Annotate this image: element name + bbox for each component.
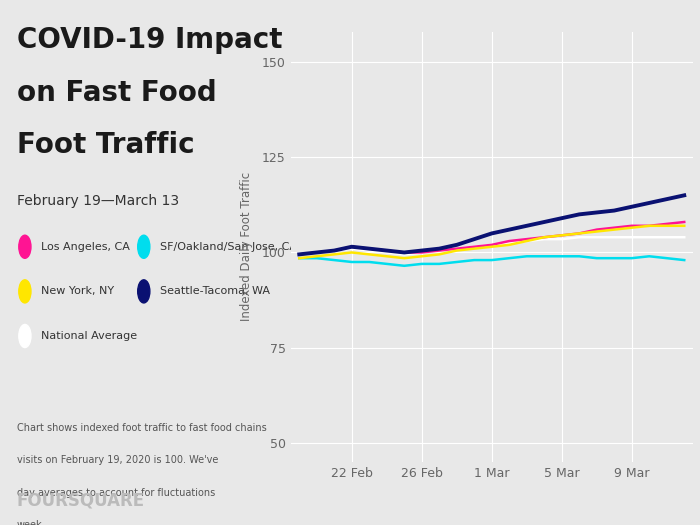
Circle shape (19, 280, 31, 303)
Text: week.: week. (17, 520, 46, 525)
Text: visits on February 19, 2020 is 100. We've: visits on February 19, 2020 is 100. We'v… (17, 455, 218, 465)
Text: Los Angeles, CA: Los Angeles, CA (41, 242, 130, 252)
Text: Foot Traffic: Foot Traffic (17, 131, 194, 159)
Circle shape (19, 235, 31, 258)
Y-axis label: Indexed Daily Foot Traffic: Indexed Daily Foot Traffic (240, 172, 253, 321)
Circle shape (138, 280, 150, 303)
Text: National Average: National Average (41, 331, 138, 341)
Text: day averages to account for fluctuations: day averages to account for fluctuations (17, 488, 215, 498)
Text: SF/Oakland/San Jose, CA: SF/Oakland/San Jose, CA (160, 242, 298, 252)
Text: COVID-19 Impact: COVID-19 Impact (17, 26, 282, 54)
Text: New York, NY: New York, NY (41, 286, 115, 297)
Text: FOURSQUARE: FOURSQUARE (17, 491, 145, 509)
Circle shape (138, 235, 150, 258)
Text: February 19—March 13: February 19—March 13 (17, 194, 179, 208)
Circle shape (19, 324, 31, 348)
Text: on Fast Food: on Fast Food (17, 79, 216, 107)
Text: Chart shows indexed foot traffic to fast food chains: Chart shows indexed foot traffic to fast… (17, 423, 266, 433)
Text: Seattle-Tacoma, WA: Seattle-Tacoma, WA (160, 286, 270, 297)
